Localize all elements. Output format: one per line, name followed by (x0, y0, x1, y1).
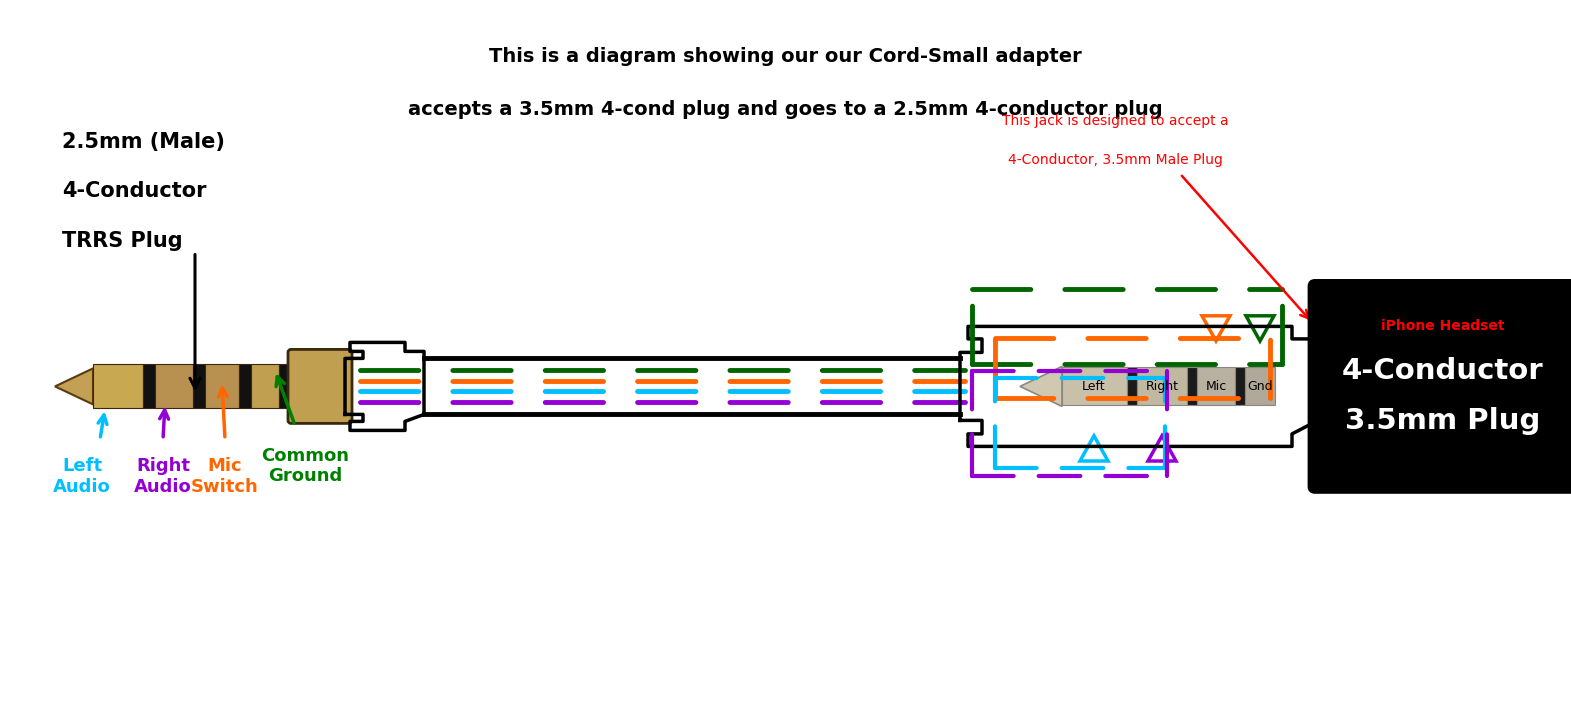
Text: 4-Conductor: 4-Conductor (1342, 357, 1544, 386)
Text: Left: Left (1082, 380, 1106, 393)
Text: Right
Audio: Right Audio (134, 457, 192, 496)
Text: Gnd: Gnd (1247, 380, 1273, 393)
FancyBboxPatch shape (287, 350, 352, 423)
Bar (156, 364, 193, 408)
Text: accepts a 3.5mm 4-cond plug and goes to a 2.5mm 4-conductor plug: accepts a 3.5mm 4-cond plug and goes to … (408, 101, 1163, 119)
Text: Left
Audio: Left Audio (53, 457, 112, 496)
Bar (280, 364, 291, 408)
Bar (251, 364, 280, 408)
Text: iPhone Headset: iPhone Headset (1381, 320, 1505, 333)
Text: 4-Conductor: 4-Conductor (61, 182, 206, 201)
Bar (193, 364, 204, 408)
Text: 4-Conductor, 3.5mm Male Plug: 4-Conductor, 3.5mm Male Plug (1007, 152, 1222, 167)
Bar (960, 326, 1320, 447)
Text: This is a diagram showing our our Cord-Small adapter: This is a diagram showing our our Cord-S… (489, 48, 1082, 66)
Bar (239, 364, 251, 408)
Bar (1244, 367, 1276, 406)
Bar (1062, 367, 1126, 406)
Text: 2.5mm (Male): 2.5mm (Male) (61, 132, 225, 152)
Text: Common
Ground: Common Ground (261, 447, 349, 486)
Text: Right: Right (1145, 380, 1178, 393)
FancyBboxPatch shape (1309, 280, 1571, 493)
Text: Mic
Switch: Mic Switch (192, 457, 259, 496)
Text: This jack is designed to accept a: This jack is designed to accept a (1002, 113, 1229, 128)
Text: 3.5mm Plug: 3.5mm Plug (1345, 408, 1541, 435)
Bar (143, 364, 156, 408)
Text: Mic: Mic (1205, 380, 1227, 393)
Bar (93, 364, 143, 408)
Text: TRRS Plug: TRRS Plug (61, 231, 182, 251)
Bar (1235, 367, 1244, 406)
Bar (424, 359, 960, 414)
Polygon shape (1020, 367, 1062, 406)
Bar (1188, 367, 1197, 406)
Bar (1126, 367, 1137, 406)
Bar (204, 364, 239, 408)
Bar (1197, 367, 1235, 406)
Polygon shape (55, 369, 93, 404)
Bar (1137, 367, 1188, 406)
